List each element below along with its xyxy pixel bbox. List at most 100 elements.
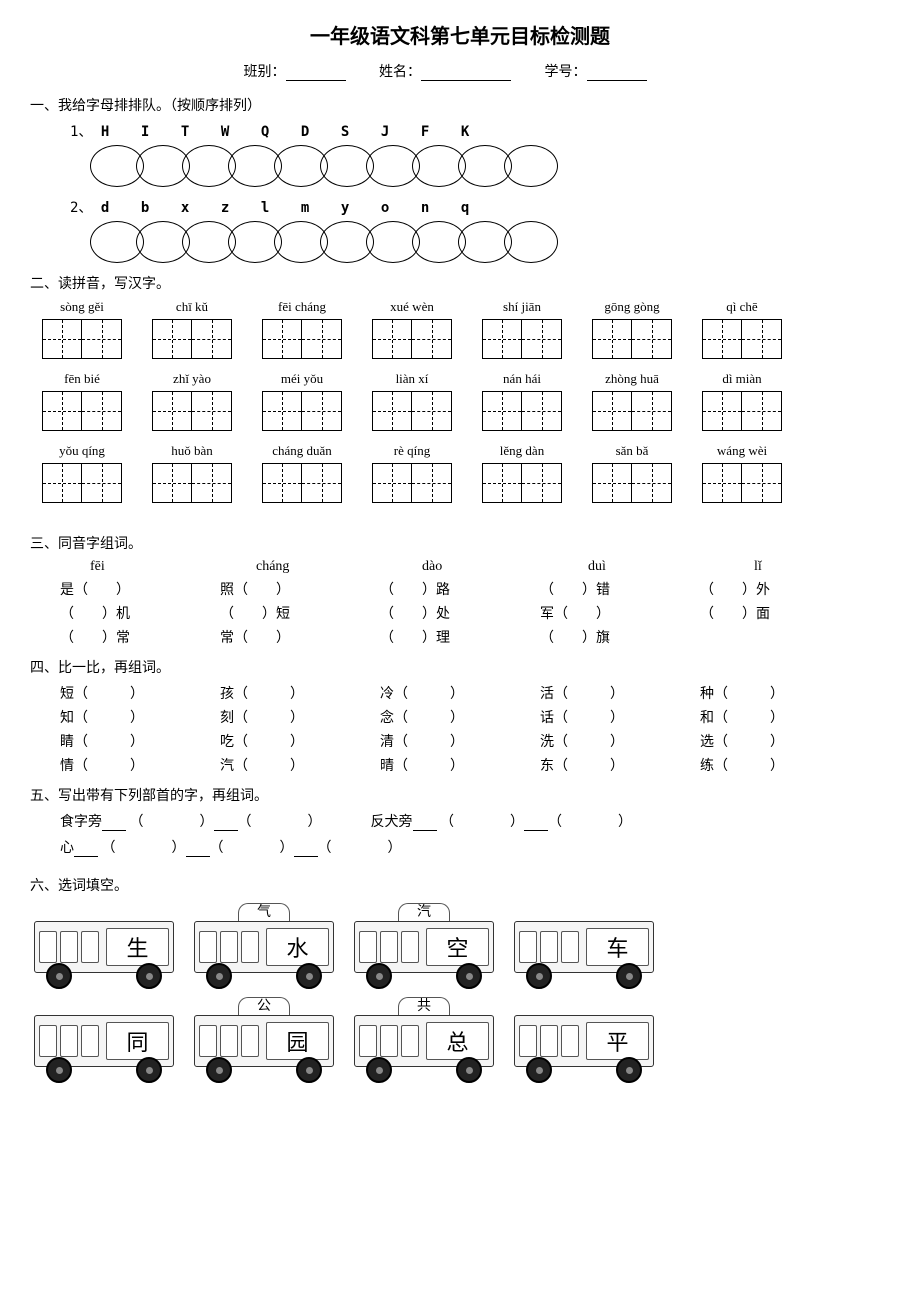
tian-box[interactable] (412, 391, 452, 431)
tian-box[interactable] (742, 391, 782, 431)
q4-cell[interactable]: 选（ ） (700, 731, 860, 751)
tian-box[interactable] (82, 463, 122, 503)
pinyin-item: méi yǒu (262, 371, 342, 431)
q4-cell[interactable]: 和（ ） (700, 707, 860, 727)
tian-box[interactable] (482, 319, 522, 359)
tian-box[interactable] (152, 391, 192, 431)
q3-cell[interactable]: （ ）理 (380, 627, 540, 647)
letter: H (101, 124, 141, 140)
bus: 平 (514, 1015, 654, 1083)
blank[interactable] (524, 816, 548, 831)
tian-box[interactable] (742, 319, 782, 359)
tian-box[interactable] (42, 391, 82, 431)
tian-box[interactable] (152, 319, 192, 359)
tian-box[interactable] (592, 319, 632, 359)
q3-cell[interactable]: （ ）面 (700, 603, 860, 623)
tian-box[interactable] (152, 463, 192, 503)
tian-box[interactable] (302, 391, 342, 431)
q4-cell[interactable]: 晴（ ） (380, 755, 540, 775)
tian-box[interactable] (592, 391, 632, 431)
q5-radical: 反犬旁 (371, 815, 413, 830)
blank[interactable] (294, 842, 318, 857)
q4-cell[interactable]: 孩（ ） (220, 683, 380, 703)
q3-cell[interactable]: 照（ ） (220, 579, 380, 599)
tian-box[interactable] (412, 463, 452, 503)
q4-cell[interactable]: 念（ ） (380, 707, 540, 727)
q4-cell[interactable]: 情（ ） (60, 755, 220, 775)
q3-cell[interactable]: （ ）旗 (540, 627, 700, 647)
tian-box[interactable] (742, 463, 782, 503)
tian-box[interactable] (82, 391, 122, 431)
q4-cell[interactable]: 活（ ） (540, 683, 700, 703)
tian-box[interactable] (372, 463, 412, 503)
tian-box[interactable] (522, 319, 562, 359)
tian-box[interactable] (522, 391, 562, 431)
q3-cell[interactable]: 常（ ） (220, 627, 380, 647)
q3-header-row: fēi cháng dào duì lǐ (60, 559, 890, 575)
tian-box[interactable] (192, 319, 232, 359)
id-blank[interactable] (587, 66, 647, 81)
q3-cell[interactable]: （ ）错 (540, 579, 700, 599)
q4-cell[interactable]: 东（ ） (540, 755, 700, 775)
tian-box[interactable] (522, 463, 562, 503)
q3-cell[interactable]: （ ）常 (60, 627, 220, 647)
answer-oval[interactable] (504, 145, 558, 187)
tian-box[interactable] (192, 391, 232, 431)
tian-box[interactable] (632, 391, 672, 431)
bus-char: 水 (266, 928, 329, 966)
blank[interactable] (102, 816, 126, 831)
q4-cell[interactable]: 刻（ ） (220, 707, 380, 727)
blank[interactable] (413, 816, 437, 831)
tian-box[interactable] (702, 391, 742, 431)
q4-cell[interactable]: 汽（ ） (220, 755, 380, 775)
tian-box[interactable] (702, 319, 742, 359)
letter: y (341, 200, 381, 216)
tian-box[interactable] (82, 319, 122, 359)
tian-box[interactable] (262, 391, 302, 431)
tian-box[interactable] (262, 319, 302, 359)
tian-box[interactable] (592, 463, 632, 503)
q4-cell[interactable]: 短（ ） (60, 683, 220, 703)
tian-box[interactable] (42, 319, 82, 359)
q4-cell[interactable]: 冷（ ） (380, 683, 540, 703)
pinyin-label: méi yǒu (281, 371, 323, 387)
bus: 空 (354, 921, 494, 989)
bus-char: 车 (586, 928, 649, 966)
blank[interactable] (214, 816, 238, 831)
tian-box[interactable] (372, 319, 412, 359)
tian-box[interactable] (702, 463, 742, 503)
tian-box[interactable] (632, 463, 672, 503)
tian-box[interactable] (262, 463, 302, 503)
q4-cell[interactable]: 洗（ ） (540, 731, 700, 751)
q4-cell[interactable]: 吃（ ） (220, 731, 380, 751)
q3-cell[interactable]: （ ）外 (700, 579, 860, 599)
q3-cell[interactable]: 军（ ） (540, 603, 700, 623)
q4-cell[interactable]: 知（ ） (60, 707, 220, 727)
tian-box[interactable] (482, 463, 522, 503)
q3-cell[interactable]: （ ）处 (380, 603, 540, 623)
q4-cell[interactable]: 种（ ） (700, 683, 860, 703)
q3-cell[interactable]: （ ）机 (60, 603, 220, 623)
q3-cell[interactable] (700, 627, 860, 647)
tian-box[interactable] (302, 319, 342, 359)
q3-cell[interactable]: （ ）短 (220, 603, 380, 623)
q4-cell[interactable]: 清（ ） (380, 731, 540, 751)
tian-box[interactable] (372, 391, 412, 431)
blank[interactable] (74, 842, 98, 857)
tian-box[interactable] (632, 319, 672, 359)
tian-box[interactable] (42, 463, 82, 503)
blank[interactable] (186, 842, 210, 857)
tian-box[interactable] (482, 391, 522, 431)
answer-oval[interactable] (504, 221, 558, 263)
letter: T (181, 124, 221, 140)
tian-box[interactable] (192, 463, 232, 503)
q4-cell[interactable]: 练（ ） (700, 755, 860, 775)
q3-cell[interactable]: 是（ ） (60, 579, 220, 599)
class-blank[interactable] (286, 66, 346, 81)
tian-box[interactable] (302, 463, 342, 503)
q4-cell[interactable]: 话（ ） (540, 707, 700, 727)
q4-cell[interactable]: 睛（ ） (60, 731, 220, 751)
q3-cell[interactable]: （ ）路 (380, 579, 540, 599)
name-blank[interactable] (421, 66, 511, 81)
tian-box[interactable] (412, 319, 452, 359)
